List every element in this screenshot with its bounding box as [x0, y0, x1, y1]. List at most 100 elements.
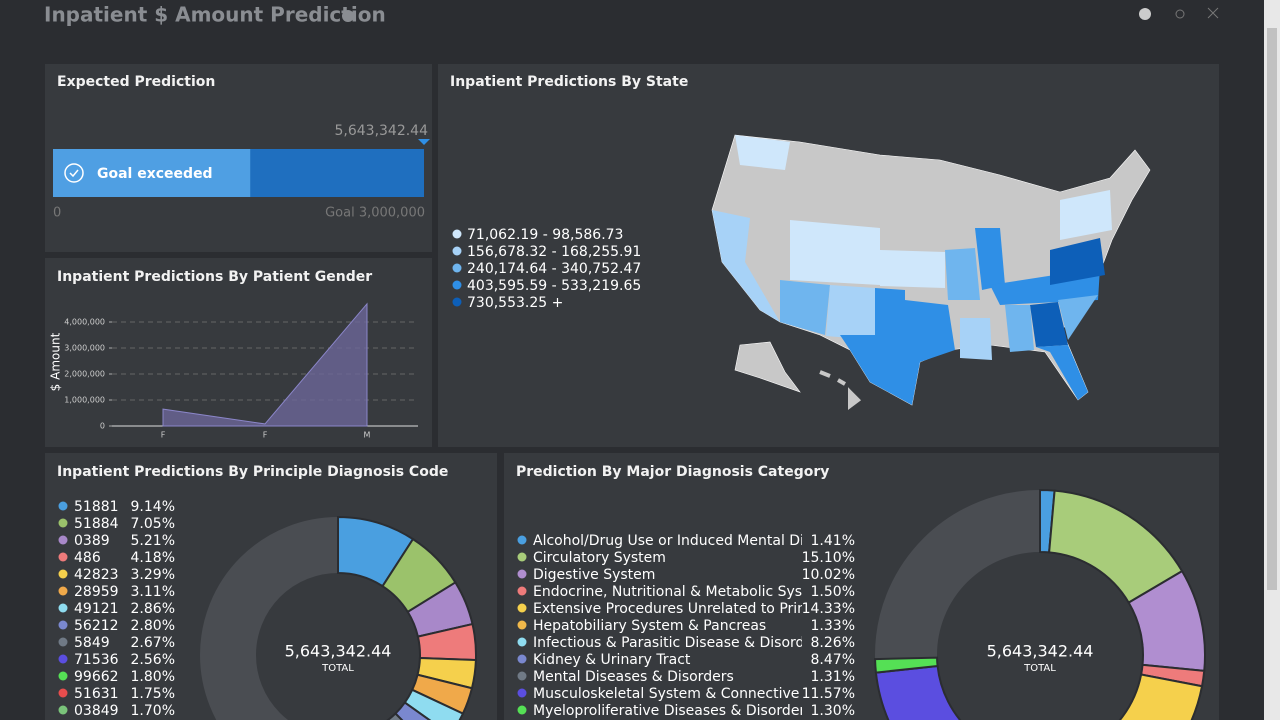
percent-label: 4.18%	[131, 550, 175, 566]
state-shape	[960, 318, 992, 360]
total-label: TOTAL	[321, 663, 354, 674]
info-icon[interactable]	[342, 10, 354, 22]
percent-label: 10.02%	[802, 567, 855, 583]
legend-swatch	[58, 705, 68, 715]
state-shape	[975, 228, 1005, 290]
legend-label: 730,553.25 +	[467, 295, 563, 311]
percent-label: 2.80%	[131, 618, 175, 634]
state-shape	[1060, 190, 1112, 240]
legend-swatch	[58, 552, 68, 562]
legend-label: 28959	[74, 584, 119, 600]
legend-label: 03849	[74, 703, 119, 719]
percent-label: 3.29%	[131, 567, 175, 583]
legend-swatch	[517, 620, 527, 630]
legend-swatch	[452, 263, 462, 273]
legend-label: 71,062.19 - 98,586.73	[467, 227, 623, 243]
percent-label: 8.26%	[811, 635, 855, 651]
legend-swatch	[452, 229, 462, 239]
expand-icon[interactable]	[1207, 7, 1219, 19]
percent-label: 1.75%	[131, 686, 175, 702]
legend-swatch	[517, 654, 527, 664]
legend-label: 99662	[74, 669, 119, 685]
panel	[45, 258, 432, 447]
legend-swatch	[58, 637, 68, 647]
legend-label: Extensive Procedures Unrelated to Princi	[533, 601, 818, 617]
legend-label: 486	[74, 550, 101, 566]
state-shape	[880, 250, 945, 288]
state-shape	[1058, 295, 1098, 340]
legend-label: Myeloproliferative Diseases & Disorders	[533, 703, 812, 719]
state-shape	[790, 220, 880, 285]
donut-slice	[1118, 673, 1204, 720]
y-tick-label: 1,000,000	[64, 396, 105, 405]
state-shape	[826, 285, 875, 340]
percent-label: 8.47%	[811, 652, 855, 668]
legend-swatch	[452, 280, 462, 290]
panel-title: Expected Prediction	[57, 74, 215, 90]
legend-label: 71536	[74, 652, 119, 668]
legend-swatch	[58, 535, 68, 545]
state-shape	[1005, 305, 1034, 352]
percent-label: 2.67%	[131, 635, 175, 651]
legend-swatch	[452, 246, 462, 256]
state-shape	[1036, 345, 1088, 400]
scroll-thumb[interactable]	[1267, 28, 1277, 590]
percent-label: 1.70%	[131, 703, 175, 719]
legend-swatch	[517, 603, 527, 613]
y-tick-label: 2,000,000	[64, 370, 105, 379]
legend-swatch	[58, 654, 68, 664]
legend-swatch	[517, 552, 527, 562]
donut-slice	[386, 712, 404, 720]
panel-title: Inpatient Predictions By Principle Diagn…	[57, 464, 448, 480]
legend-label: Mental Diseases & Disorders	[533, 669, 734, 685]
state-shape	[735, 135, 790, 170]
x-tick-label: F	[161, 431, 166, 440]
legend-swatch	[517, 535, 527, 545]
percent-label: 2.56%	[131, 652, 175, 668]
legend-label: 51881	[74, 499, 119, 515]
legend-label: 0389	[74, 533, 110, 549]
settings-icon[interactable]	[1175, 9, 1185, 19]
clock-icon[interactable]	[1139, 8, 1151, 20]
value-marker	[418, 139, 430, 145]
percent-label: 14.33%	[802, 601, 855, 617]
total-value: 5,643,342.44	[285, 642, 392, 661]
panel	[504, 453, 1219, 720]
y-tick-label: 4,000,000	[64, 318, 105, 327]
legend-label: Endocrine, Nutritional & Metabolic Syste…	[533, 584, 830, 600]
min-label: 0	[53, 206, 61, 221]
legend-swatch	[58, 671, 68, 681]
percent-label: 1.33%	[811, 618, 855, 634]
x-tick-label: M	[364, 431, 371, 440]
legend-swatch	[58, 688, 68, 698]
legend-label: 42823	[74, 567, 119, 583]
legend-swatch	[58, 501, 68, 511]
legend-swatch	[452, 297, 462, 307]
panel-title: Prediction By Major Diagnosis Category	[516, 464, 829, 480]
legend-label: 56212	[74, 618, 119, 634]
hawaii-shape	[819, 370, 862, 410]
x-tick-label: F	[263, 431, 268, 440]
legend-swatch	[58, 518, 68, 528]
status-text: Goal exceeded	[97, 166, 213, 182]
y-tick-label: 3,000,000	[64, 344, 105, 353]
percent-label: 1.41%	[811, 533, 855, 549]
state-shape	[712, 210, 780, 322]
total-value: 5,643,342.44	[987, 642, 1094, 661]
legend-swatch	[517, 688, 527, 698]
check-mark	[69, 169, 79, 178]
legend-swatch	[58, 603, 68, 613]
check-icon	[64, 163, 84, 183]
legend-swatch	[517, 586, 527, 596]
percent-label: 9.14%	[131, 499, 175, 515]
y-tick-label: 0	[100, 422, 105, 431]
percent-label: 5.21%	[131, 533, 175, 549]
legend-label: 49121	[74, 601, 119, 617]
percent-label: 1.30%	[811, 703, 855, 719]
legend-label: Infectious & Parasitic Disease & Disorde…	[533, 635, 826, 651]
legend-label: Alcohol/Drug Use or Induced Mental Disor	[533, 533, 826, 549]
legend-label: Kidney & Urinary Tract	[533, 652, 691, 668]
percent-label: 7.05%	[131, 516, 175, 532]
goal-bar	[53, 149, 251, 197]
